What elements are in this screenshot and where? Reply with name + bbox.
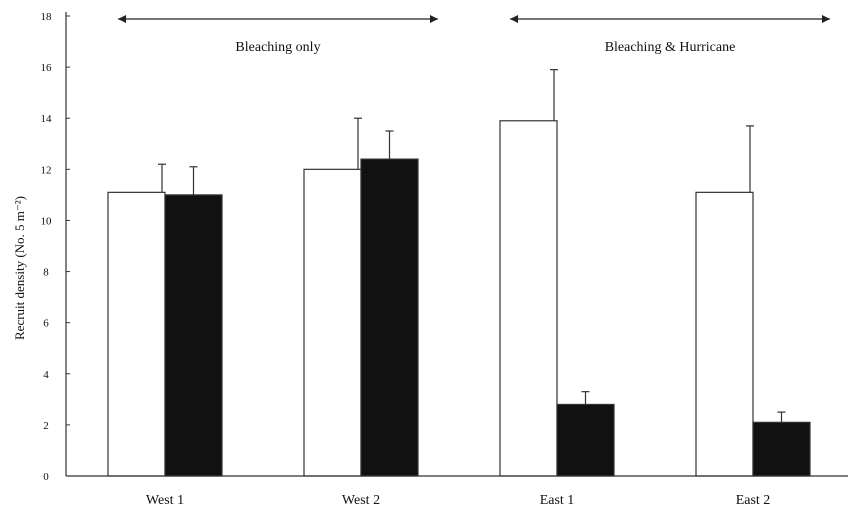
y-tick-label: 4	[43, 369, 49, 381]
bar-white	[499, 120, 558, 477]
y-tick-label: 10	[41, 215, 53, 227]
annotation-label: Bleaching & Hurricane	[605, 40, 736, 55]
y-tick-label: 8	[43, 267, 49, 279]
bar-black	[164, 194, 223, 477]
y-axis: 0 2 4 6 8 10 12 14 16 18	[41, 11, 70, 483]
annotation-group: Bleaching only Bleaching & Hurricane	[118, 15, 830, 55]
y-tick-label: 18	[41, 11, 53, 23]
annotation-label: Bleaching only	[235, 40, 320, 55]
y-tick-label: 12	[41, 164, 52, 176]
x-axis: West 1 West 2 East 1 East 2	[66, 475, 848, 508]
y-tick-label: 6	[43, 318, 49, 330]
arrowhead-right	[822, 15, 830, 23]
bar-black	[556, 403, 615, 477]
bar-black	[752, 421, 811, 477]
bar-white	[695, 191, 754, 477]
x-tick-label: West 2	[342, 493, 380, 508]
y-tick-label: 16	[41, 62, 53, 74]
arrowhead-right	[430, 15, 438, 23]
x-tick-label: East 1	[540, 493, 575, 508]
y-tick-label: 2	[43, 420, 49, 432]
bar-white	[107, 191, 166, 477]
y-tick-label: 14	[41, 113, 53, 125]
arrowhead-left	[118, 15, 126, 23]
bars-group	[107, 69, 811, 477]
x-tick-label: West 1	[146, 493, 184, 508]
arrowhead-left	[510, 15, 518, 23]
y-tick-label: 0	[43, 471, 49, 483]
y-axis-label: Recruit density (No. 5 m⁻²)	[12, 196, 27, 340]
bar-black	[360, 158, 419, 477]
x-tick-label: East 2	[736, 493, 771, 508]
bar-white	[303, 168, 362, 477]
